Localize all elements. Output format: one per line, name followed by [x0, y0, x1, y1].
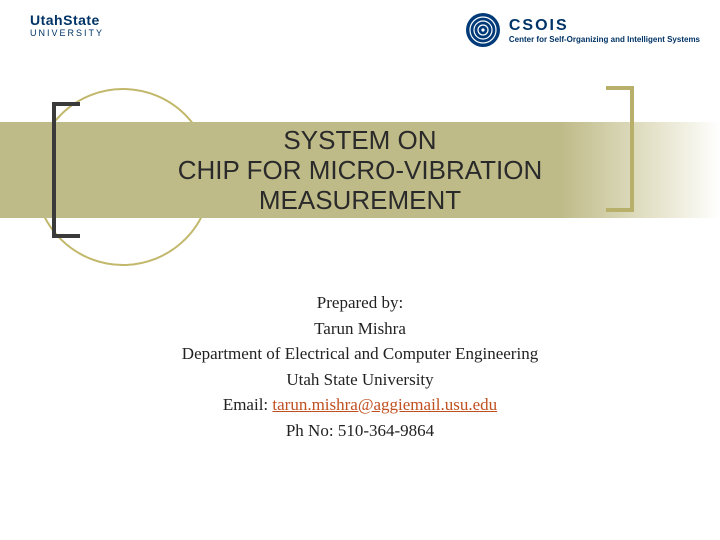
email-row: Email: tarun.mishra@aggiemail.usu.edu	[0, 392, 720, 418]
author-details: Prepared by: Tarun Mishra Department of …	[0, 290, 720, 443]
csois-main: CSOIS	[509, 17, 700, 35]
slide-title: SYSTEM ON CHIP FOR MICRO-VIBRATION MEASU…	[0, 126, 720, 216]
csois-text: CSOIS Center for Self-Organizing and Int…	[509, 17, 700, 44]
title-line-3: MEASUREMENT	[0, 186, 720, 216]
email-label: Email:	[223, 395, 273, 414]
usu-logo-bottom: UNIVERSITY	[30, 28, 104, 38]
phone-number: 510-364-9864	[338, 421, 434, 440]
csois-circle-icon	[465, 12, 501, 48]
utah-state-logo: UtahState UNIVERSITY	[30, 12, 104, 38]
usu-logo-top: UtahState	[30, 12, 104, 28]
prepared-by-label: Prepared by:	[0, 290, 720, 316]
csois-sub: Center for Self-Organizing and Intellige…	[509, 35, 700, 44]
phone-row: Ph No: 510-364-9864	[0, 418, 720, 444]
author-name: Tarun Mishra	[0, 316, 720, 342]
header-bar: UtahState UNIVERSITY CSOIS Center for Se…	[0, 12, 720, 52]
phone-label: Ph No:	[286, 421, 338, 440]
email-link[interactable]: tarun.mishra@aggiemail.usu.edu	[272, 395, 497, 414]
university: Utah State University	[0, 367, 720, 393]
csois-logo: CSOIS Center for Self-Organizing and Int…	[465, 12, 700, 48]
title-line-1: SYSTEM ON	[0, 126, 720, 156]
title-line-2: CHIP FOR MICRO-VIBRATION	[0, 156, 720, 186]
department: Department of Electrical and Computer En…	[0, 341, 720, 367]
